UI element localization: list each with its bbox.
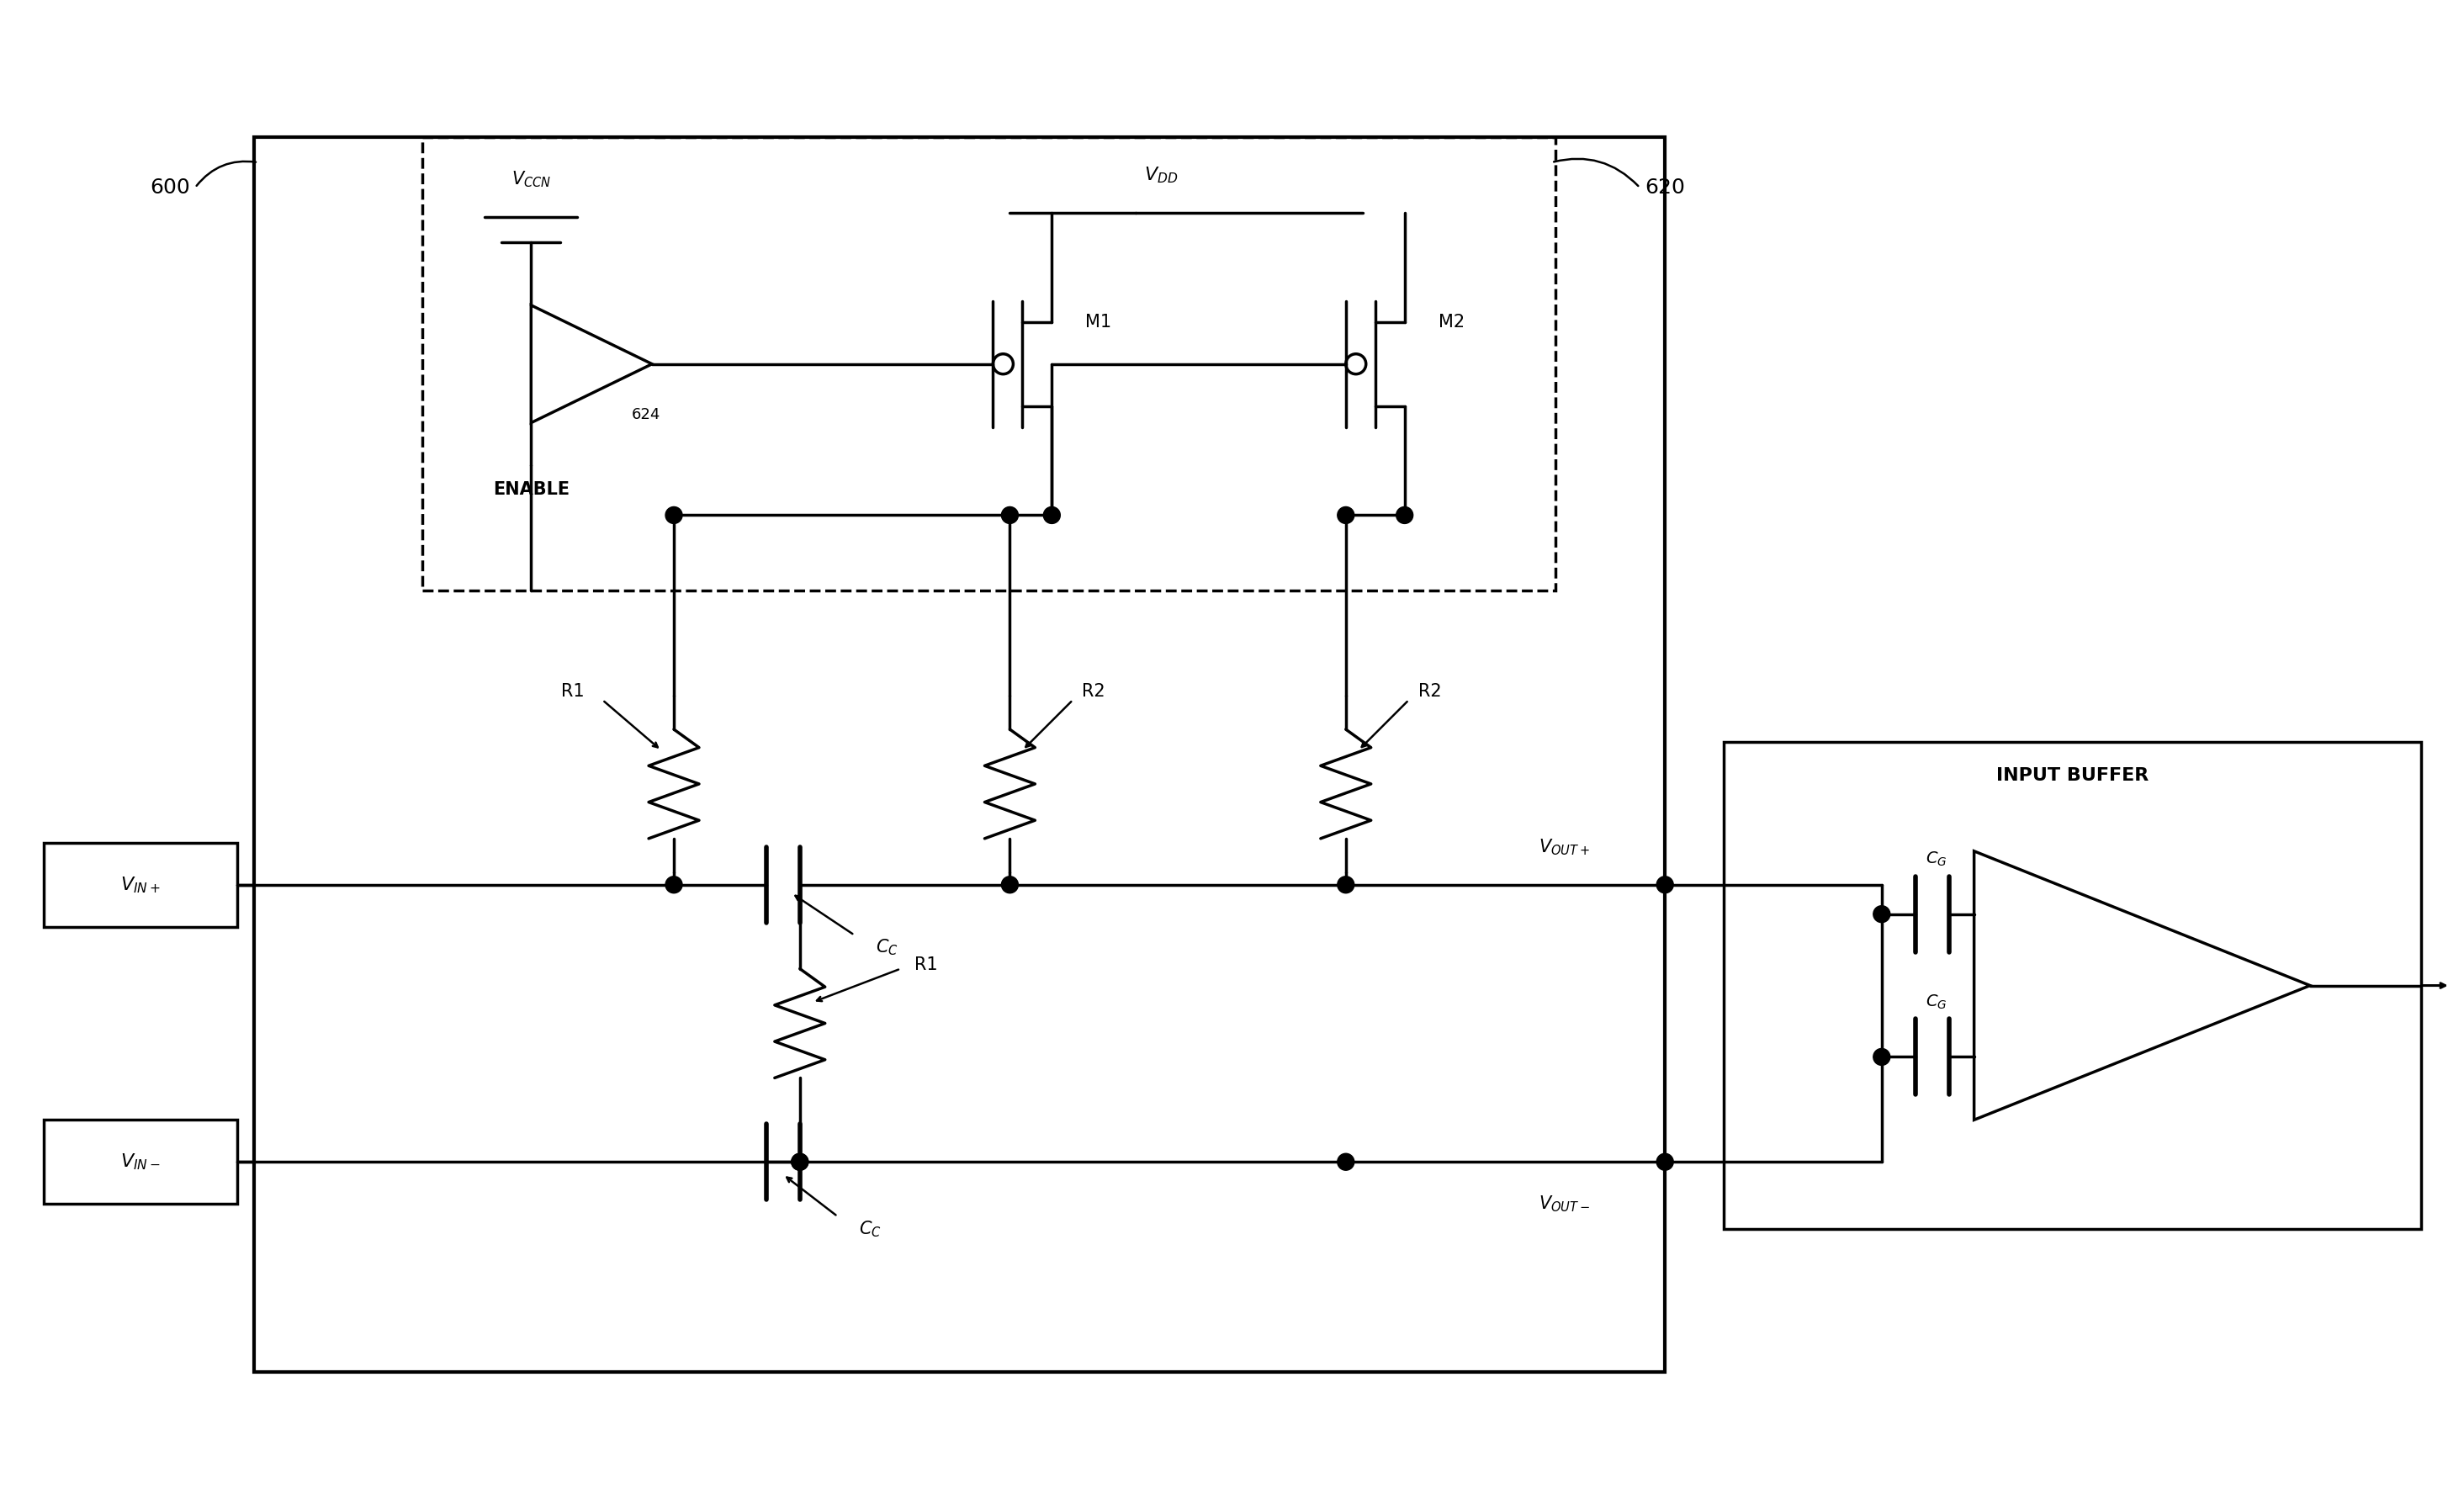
- Text: R1: R1: [914, 956, 936, 973]
- Circle shape: [791, 1154, 808, 1171]
- Text: R2: R2: [1082, 684, 1106, 700]
- Circle shape: [1338, 1154, 1355, 1171]
- Bar: [44, 842, 237, 926]
- Circle shape: [665, 877, 683, 893]
- Text: $C_G$: $C_G$: [1924, 994, 1947, 1012]
- Text: $C_C$: $C_C$: [857, 1219, 882, 1240]
- Bar: [44, 1120, 237, 1204]
- Circle shape: [1042, 507, 1060, 523]
- Text: $C_G$: $C_G$: [1924, 850, 1947, 868]
- Text: M2: M2: [1439, 313, 1464, 330]
- Circle shape: [1000, 507, 1018, 523]
- Text: $V_{IN+}$: $V_{IN+}$: [121, 875, 160, 895]
- Circle shape: [1000, 877, 1018, 893]
- Circle shape: [1338, 507, 1355, 523]
- Circle shape: [1873, 905, 1890, 922]
- Text: ENABLE: ENABLE: [493, 481, 569, 498]
- Circle shape: [665, 507, 683, 523]
- Bar: [1725, 742, 2422, 1229]
- Circle shape: [1656, 877, 1673, 893]
- Text: 620: 620: [1646, 177, 1685, 198]
- Text: 624: 624: [631, 406, 660, 421]
- Circle shape: [791, 1154, 808, 1171]
- Text: $V_{OUT-}$: $V_{OUT-}$: [1540, 1193, 1589, 1214]
- Circle shape: [1338, 877, 1355, 893]
- Bar: [421, 138, 1555, 591]
- Bar: [254, 138, 1666, 1372]
- Circle shape: [1656, 1154, 1673, 1171]
- Text: INPUT BUFFER: INPUT BUFFER: [1996, 767, 2149, 784]
- Text: 600: 600: [150, 177, 190, 198]
- Text: $V_{OUT+}$: $V_{OUT+}$: [1540, 836, 1589, 857]
- Circle shape: [1873, 1048, 1890, 1066]
- Text: R2: R2: [1419, 684, 1441, 700]
- Text: M1: M1: [1087, 313, 1111, 330]
- Text: $V_{IN-}$: $V_{IN-}$: [121, 1151, 160, 1172]
- Text: R1: R1: [562, 684, 584, 700]
- Text: $C_C$: $C_C$: [875, 938, 897, 958]
- Text: $V_{DD}$: $V_{DD}$: [1143, 165, 1178, 184]
- Circle shape: [1397, 507, 1412, 523]
- Text: $V_{CCN}$: $V_{CCN}$: [510, 169, 552, 189]
